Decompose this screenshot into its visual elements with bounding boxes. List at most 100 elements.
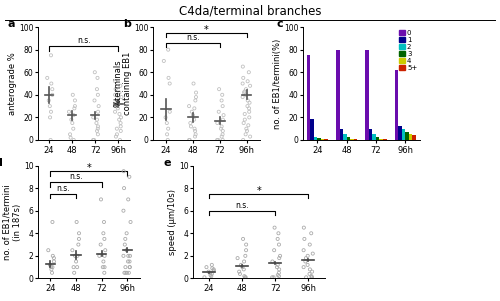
Point	[66, 135, 74, 140]
Point	[240, 89, 248, 94]
Bar	[350, 139, 354, 140]
Point	[160, 58, 168, 63]
Point	[120, 270, 128, 275]
Point	[94, 124, 102, 129]
Point	[112, 104, 120, 108]
Y-axis label: no. of EB1/termini(%): no. of EB1/termini(%)	[274, 39, 282, 129]
Point	[47, 109, 55, 114]
Point	[114, 98, 122, 103]
Point	[304, 262, 312, 267]
Point	[163, 132, 171, 137]
Point	[308, 275, 316, 280]
Point	[245, 70, 253, 75]
Bar	[354, 139, 357, 140]
Point	[186, 138, 194, 142]
Text: c: c	[276, 19, 283, 29]
Point	[241, 275, 249, 280]
Point	[190, 117, 198, 122]
Point	[218, 138, 226, 142]
Point	[240, 90, 248, 95]
Point	[101, 248, 109, 253]
Point	[242, 248, 250, 253]
Point	[113, 126, 121, 131]
Point	[116, 83, 124, 88]
Point	[238, 81, 246, 86]
Point	[218, 92, 226, 97]
Point	[122, 270, 130, 275]
Text: n.s.: n.s.	[186, 33, 200, 42]
Point	[71, 104, 79, 108]
Bar	[409, 134, 412, 140]
Point	[166, 81, 173, 86]
Point	[300, 248, 308, 253]
Point	[273, 265, 281, 270]
Point	[122, 237, 130, 241]
Point	[235, 269, 243, 274]
Point	[240, 121, 248, 126]
Text: e: e	[164, 158, 171, 168]
Point	[240, 112, 248, 116]
Point	[126, 265, 134, 270]
Bar	[366, 50, 369, 140]
Point	[208, 274, 216, 279]
Point	[120, 169, 128, 174]
Point	[242, 92, 250, 97]
Point	[111, 92, 119, 97]
Point	[100, 259, 108, 264]
Point	[72, 259, 80, 264]
Point	[246, 100, 254, 105]
Point	[268, 275, 276, 280]
Point	[70, 126, 78, 131]
Point	[237, 262, 245, 267]
Point	[50, 259, 58, 264]
Point	[189, 113, 197, 117]
Point	[208, 266, 216, 271]
Point	[44, 98, 52, 103]
Point	[118, 95, 126, 99]
Point	[93, 87, 101, 92]
Point	[240, 259, 248, 264]
Point	[112, 100, 120, 105]
Point	[275, 270, 283, 275]
Bar	[372, 134, 376, 140]
Point	[90, 98, 98, 103]
Point	[220, 113, 228, 117]
Point	[234, 256, 241, 261]
Point	[246, 134, 254, 139]
Point	[245, 106, 253, 111]
Point	[268, 259, 276, 264]
Point	[48, 87, 56, 92]
Bar	[324, 139, 328, 140]
Point	[191, 134, 199, 139]
Point	[65, 109, 73, 114]
Point	[210, 267, 218, 272]
Point	[116, 138, 124, 142]
Y-axis label: anterograde %: anterograde %	[8, 52, 18, 115]
Point	[219, 117, 227, 122]
Point	[117, 115, 125, 120]
Point	[122, 265, 130, 270]
Point	[100, 220, 108, 225]
Point	[74, 242, 82, 247]
Point	[100, 265, 108, 270]
Point	[214, 109, 222, 114]
Point	[126, 253, 134, 258]
Point	[192, 90, 200, 95]
Point	[70, 113, 78, 117]
Point	[300, 225, 308, 230]
Point	[218, 134, 226, 139]
Point	[94, 109, 102, 114]
Point	[206, 273, 214, 278]
Point	[192, 132, 200, 137]
Point	[204, 269, 212, 274]
Text: *: *	[204, 25, 208, 35]
Point	[126, 259, 134, 264]
Point	[46, 262, 54, 267]
Point	[162, 115, 170, 120]
Bar	[380, 139, 383, 140]
Point	[300, 265, 308, 270]
Point	[239, 138, 247, 142]
Point	[300, 237, 308, 241]
Point	[274, 237, 281, 241]
Point	[49, 253, 57, 258]
